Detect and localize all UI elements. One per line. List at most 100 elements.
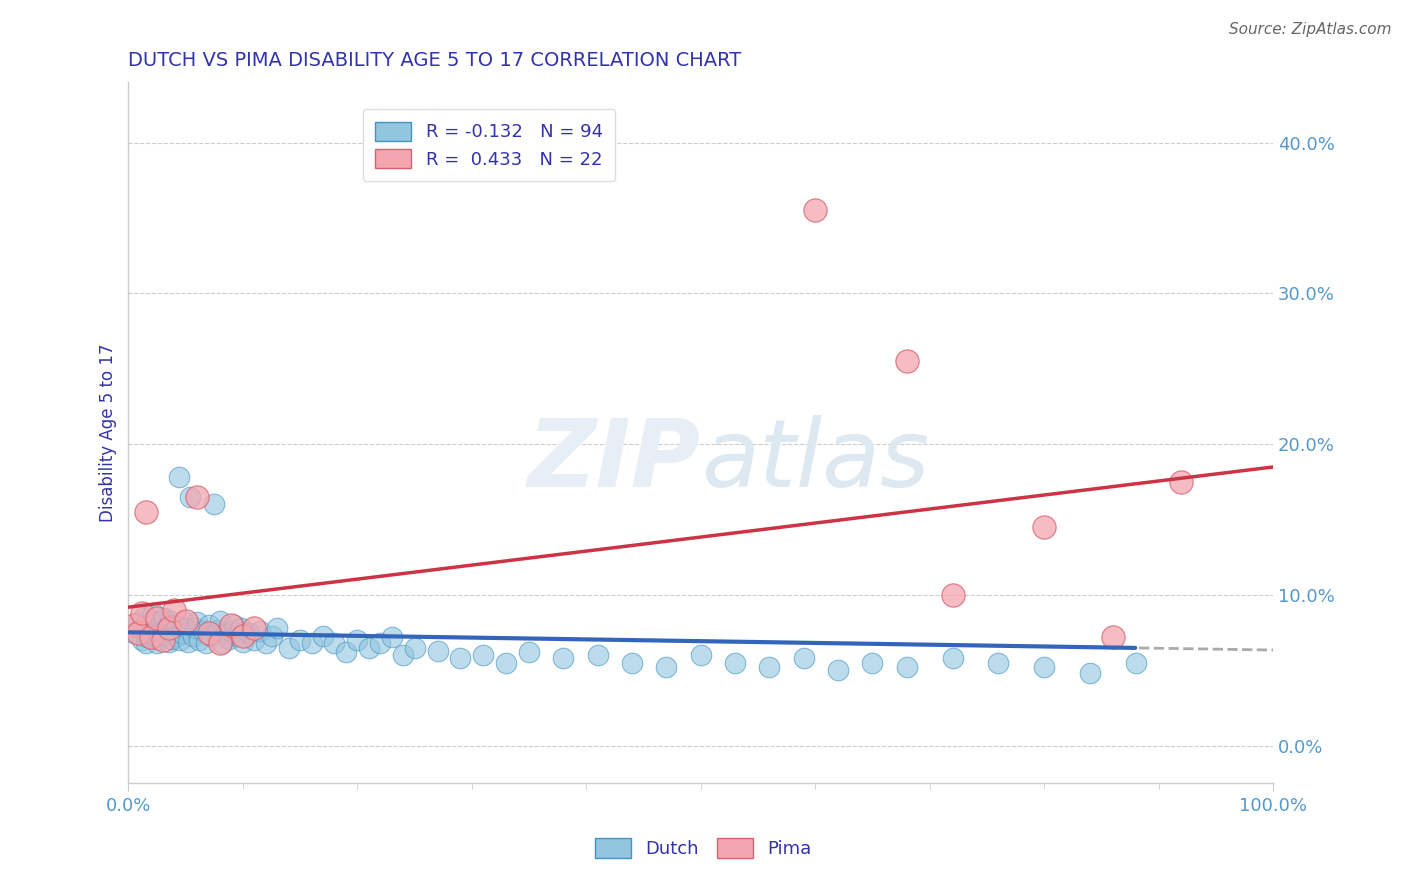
Point <box>941 588 963 602</box>
Point <box>152 627 174 641</box>
Point <box>1125 656 1147 670</box>
Point <box>131 633 153 648</box>
Point <box>141 606 163 620</box>
Point <box>163 603 186 617</box>
Point <box>131 606 153 620</box>
Point <box>827 663 849 677</box>
Text: DUTCH VS PIMA DISABILITY AGE 5 TO 17 CORRELATION CHART: DUTCH VS PIMA DISABILITY AGE 5 TO 17 COR… <box>128 51 742 70</box>
Point <box>127 625 149 640</box>
Point <box>346 633 368 648</box>
Point <box>1101 630 1123 644</box>
Point <box>166 629 188 643</box>
Point <box>197 618 219 632</box>
Y-axis label: Disability Age 5 to 17: Disability Age 5 to 17 <box>100 343 117 522</box>
Point <box>208 636 231 650</box>
Point <box>127 615 149 629</box>
Point <box>221 624 243 639</box>
Point <box>157 621 180 635</box>
Point <box>172 614 194 628</box>
Point <box>174 614 197 628</box>
Point <box>215 625 238 640</box>
Point <box>226 629 249 643</box>
Point <box>243 621 266 635</box>
Point <box>135 630 157 644</box>
Point <box>260 629 283 643</box>
Point <box>160 632 183 646</box>
Point <box>232 629 254 643</box>
Point <box>586 648 609 663</box>
Point <box>655 660 678 674</box>
Point <box>229 621 252 635</box>
Point <box>159 621 181 635</box>
Point <box>404 640 426 655</box>
Point <box>148 632 170 646</box>
Point <box>987 656 1010 670</box>
Point <box>426 643 449 657</box>
Point <box>1078 666 1101 681</box>
Point <box>153 623 176 637</box>
Point <box>472 648 495 663</box>
Point <box>152 633 174 648</box>
Point <box>132 610 155 624</box>
Point <box>148 624 170 639</box>
Point <box>862 656 884 670</box>
Point <box>155 629 177 643</box>
Point <box>141 630 163 644</box>
Point <box>138 618 160 632</box>
Point <box>122 625 145 640</box>
Point <box>153 610 176 624</box>
Point <box>157 634 180 648</box>
Point <box>163 624 186 639</box>
Point <box>221 618 243 632</box>
Point <box>174 621 197 635</box>
Point <box>392 648 415 663</box>
Point <box>288 633 311 648</box>
Text: atlas: atlas <box>700 416 929 507</box>
Point <box>122 618 145 632</box>
Point <box>149 614 172 628</box>
Point <box>553 651 575 665</box>
Point <box>896 660 918 674</box>
Point <box>517 645 540 659</box>
Point <box>254 636 277 650</box>
Point <box>197 625 219 640</box>
Point <box>195 636 218 650</box>
Point <box>243 633 266 648</box>
Point <box>724 656 747 670</box>
Point <box>146 636 169 650</box>
Point <box>335 645 357 659</box>
Point <box>200 629 222 643</box>
Point <box>208 614 231 628</box>
Point <box>152 619 174 633</box>
Point <box>142 629 165 643</box>
Point <box>357 640 380 655</box>
Point <box>177 634 200 648</box>
Point <box>238 625 260 640</box>
Point <box>191 624 214 639</box>
Point <box>941 651 963 665</box>
Text: Source: ZipAtlas.com: Source: ZipAtlas.com <box>1229 22 1392 37</box>
Legend: R = -0.132   N = 94, R =  0.433   N = 22: R = -0.132 N = 94, R = 0.433 N = 22 <box>363 109 616 181</box>
Point <box>135 636 157 650</box>
Point <box>689 648 711 663</box>
Point <box>758 660 780 674</box>
Point <box>323 636 346 650</box>
Point <box>129 621 152 635</box>
Point <box>312 629 335 643</box>
Point <box>1170 475 1192 489</box>
Point <box>249 624 271 639</box>
Point <box>804 203 827 218</box>
Point <box>135 505 157 519</box>
Point <box>179 490 201 504</box>
Point <box>184 621 207 635</box>
Point <box>170 625 193 640</box>
Point <box>211 636 233 650</box>
Text: ZIP: ZIP <box>527 415 700 507</box>
Point <box>169 633 191 648</box>
Point <box>368 636 391 650</box>
Point <box>896 354 918 368</box>
Point <box>141 624 163 639</box>
Point <box>449 651 471 665</box>
Point <box>143 621 166 635</box>
Point <box>159 614 181 628</box>
